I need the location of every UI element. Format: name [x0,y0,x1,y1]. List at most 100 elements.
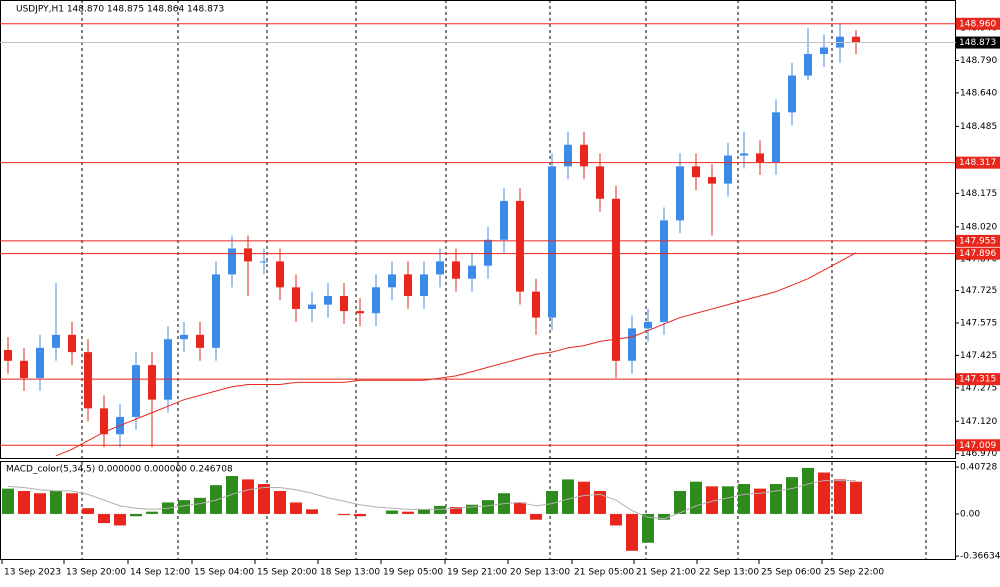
macd-bar [194,497,206,514]
candle-body [340,295,348,312]
macd-bar [226,475,238,514]
macd-bar [82,508,94,514]
macd-bar [450,507,462,514]
macd-bar [2,488,14,514]
macd-bar [242,479,254,514]
candle-body [692,166,700,178]
x-tick-label: 19 Sep 05:00 [383,568,443,578]
macd-bar [258,484,270,514]
moving-average [55,252,857,457]
y-tick-label: 147.120 [960,417,997,427]
y-tick-label: 147.275 [960,383,997,393]
macd-header: MACD_color(5,34,5) 0.000000 0.000000 0.2… [6,465,233,475]
macd-bar [690,481,702,514]
macd-bar [114,513,126,526]
macd-bar [626,513,638,551]
macd-bar [354,513,366,517]
macd-bar [50,490,62,514]
y-tick-label: 147.870 [960,255,997,265]
macd-bar [290,502,302,514]
macd-bar [18,490,30,514]
macd-bar [546,490,558,514]
macd-bar [706,486,718,514]
macd-signal [7,480,856,520]
macd-bar [722,486,734,514]
level-label: 148.317 [959,158,996,168]
candle-body [580,144,588,167]
x-tick-label: 18 Sep 13:00 [320,568,380,578]
macd-bar [642,513,654,543]
macd-bar [834,479,846,514]
current-price-label: 148.873 [959,38,996,48]
candle-body [612,198,620,361]
macd-bar [562,479,574,514]
candle-body [372,287,380,314]
macd-bar [434,505,446,514]
candle-body [404,274,412,296]
y-tick-label: 148.175 [960,189,997,199]
y-tick-label: 148.020 [960,222,997,232]
macd-y-tick-label: -0.366343 [960,552,1000,562]
macd-bar [818,472,830,514]
macd-bar [754,488,766,514]
macd-bar [610,513,622,526]
y-tick-label: 148.485 [960,122,997,132]
candle-body [100,408,108,435]
candle-body [532,291,540,318]
candle-body [292,287,300,309]
chart-header: USDJPY,H1 148.870 148.875 148.864 148.87… [16,5,224,15]
candle-body [452,261,460,279]
candle-body [308,304,316,309]
level-label: 148.960 [959,19,996,29]
x-tick-label: 15 Sep 04:00 [194,568,254,578]
level-label: 147.896 [959,249,996,259]
macd-bar [738,484,750,514]
candle-body [676,166,684,221]
macd-bar [530,513,542,520]
x-tick-label: 25 Sep 22:00 [824,568,884,578]
candle-body [84,352,92,409]
candle-body [756,153,764,163]
candle-body [212,274,220,348]
x-tick-label: 14 Sep 12:00 [130,568,190,578]
level-tag [956,17,1000,30]
macd-bar [850,481,862,514]
macd-bar [466,504,478,514]
level-label: 147.955 [959,236,996,246]
x-tick-label: 13 Sep 2023 [4,568,61,578]
candle-body [740,153,748,156]
macd-bar [594,490,606,514]
candle-body [4,349,12,361]
macd-bar [130,513,142,517]
candle-body [420,274,428,296]
candle-body [484,239,492,266]
macd-bar [578,481,590,514]
macd-bar [514,502,526,514]
candle-body [804,54,812,76]
x-tick-label: 20 Sep 13:00 [510,568,570,578]
level-tag [956,247,1000,260]
candle-body [164,339,172,400]
candle-body [148,365,156,400]
candle-body [388,274,396,288]
candle-body [68,334,76,353]
candle-body [516,200,524,292]
candle-body [132,365,140,417]
level-label: 147.009 [959,441,996,451]
candle-body [468,265,476,279]
y-tick-label: 148.790 [960,56,997,66]
y-tick-label: 147.425 [960,351,997,361]
candle-body [52,334,60,348]
candle-body [564,144,572,167]
macd-bar [306,509,318,514]
candle-body [356,311,364,314]
y-tick-label: 147.575 [960,318,997,328]
macd-bar [338,513,350,516]
candle-body [852,36,860,43]
candle-body [724,155,732,184]
candle-body [788,75,796,113]
candle-body [260,261,268,263]
macd-bar [146,511,158,514]
candle-body [244,248,252,262]
